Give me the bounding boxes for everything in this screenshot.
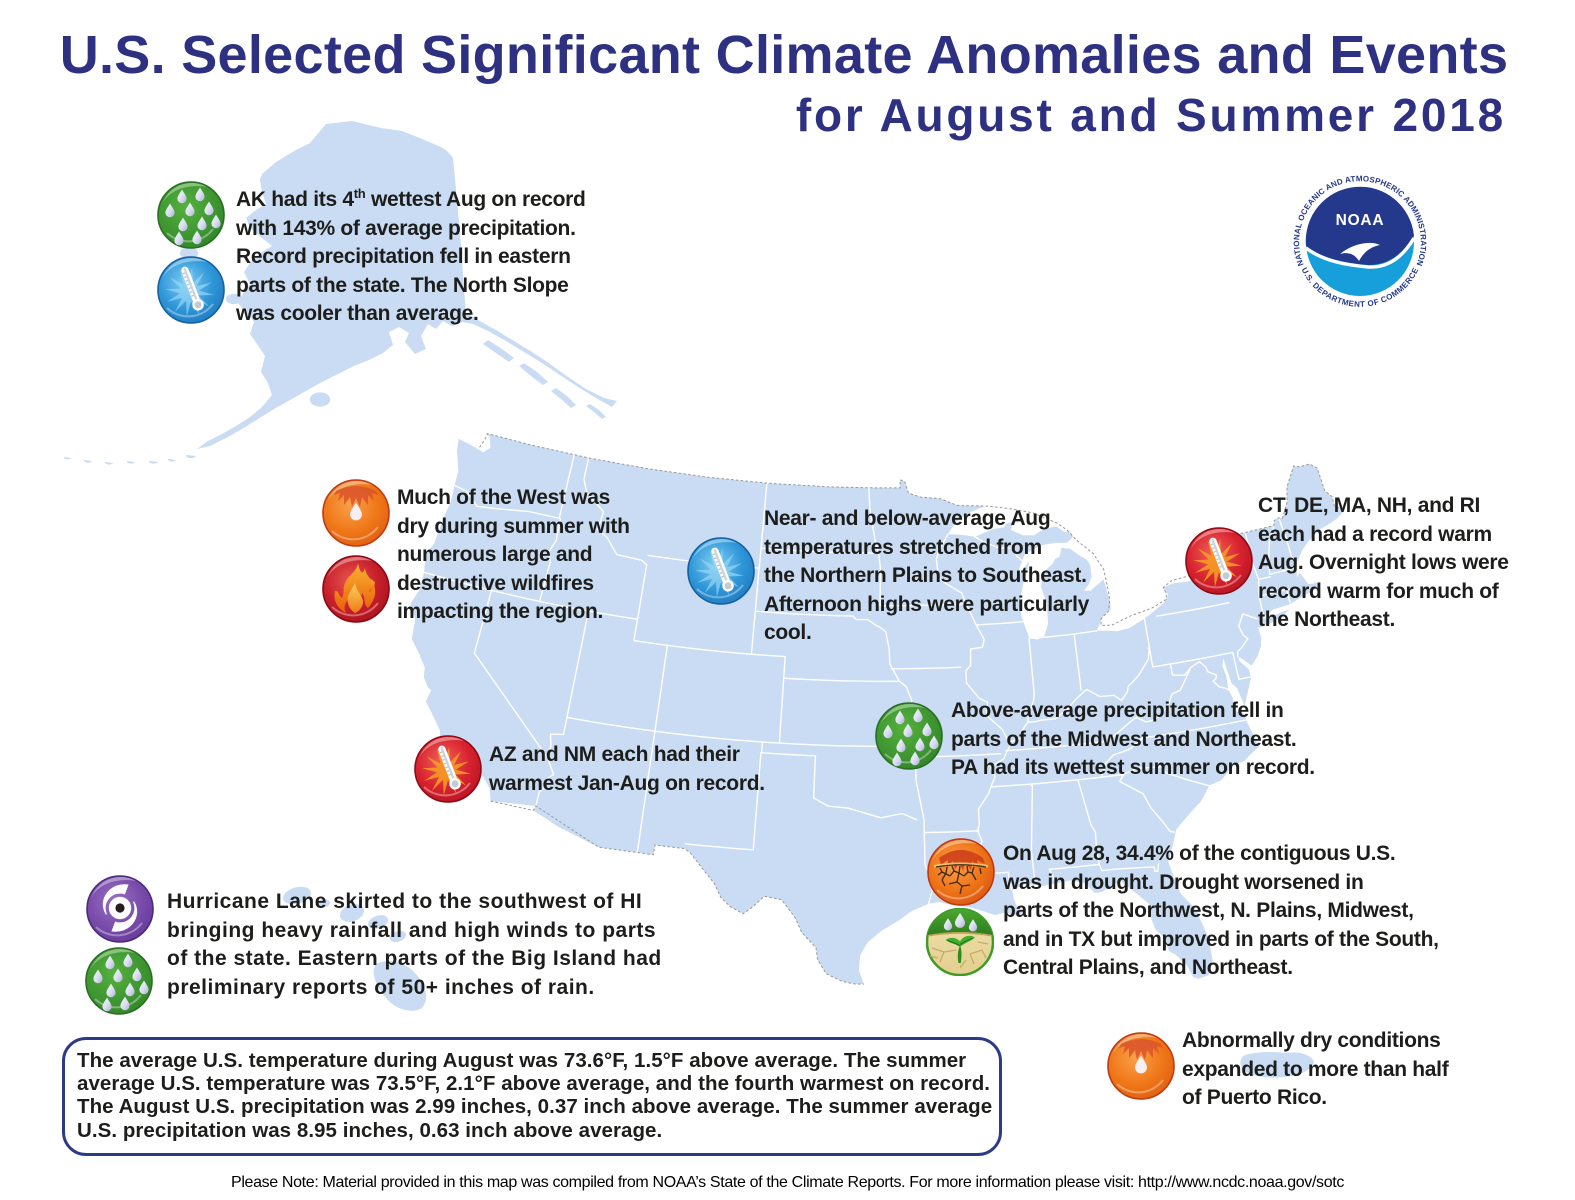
svg-text:NOAA: NOAA xyxy=(1336,212,1385,229)
